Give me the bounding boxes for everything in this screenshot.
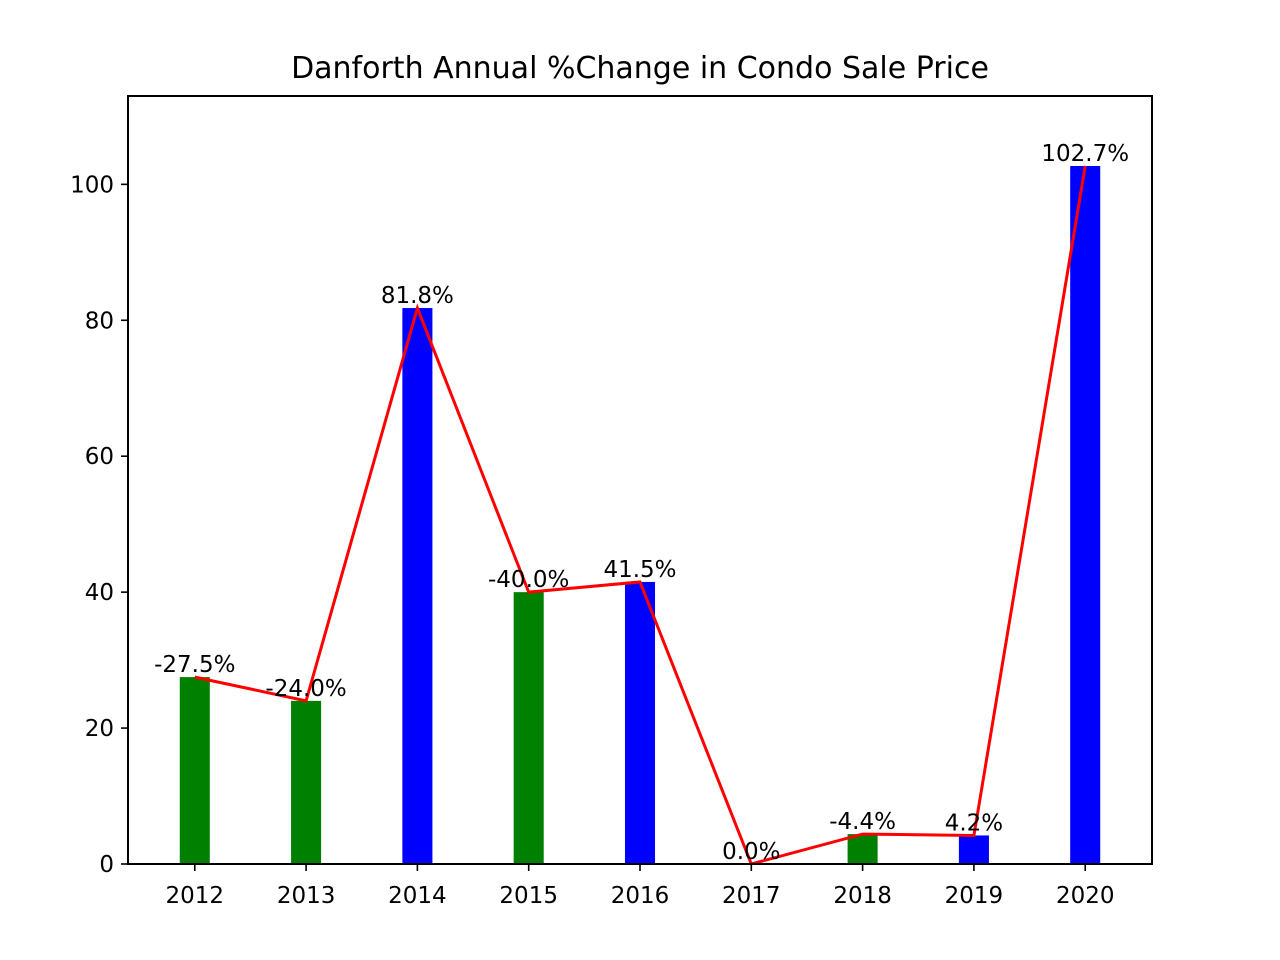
y-tick-label: 0 (99, 852, 114, 878)
x-tick-label: 2015 (499, 883, 558, 909)
data-label-2012: -27.5% (154, 652, 235, 678)
bar-2012 (179, 677, 210, 864)
bar-2015 (513, 592, 544, 864)
y-tick-label: 20 (85, 716, 114, 742)
bar-2013 (291, 700, 322, 864)
bar-2018 (847, 834, 878, 864)
bar-2016 (624, 581, 656, 864)
trend-line (194, 165, 1087, 866)
trend-line-layer (194, 165, 1087, 866)
data-labels-layer: -27.5% -24.0% 81.8% -40.0% 41.5% 0.0% -4.4% 4.2… (154, 141, 1129, 865)
bar-2020 (1070, 166, 1101, 864)
y-tick-label: 80 (85, 308, 114, 334)
x-tick-label: 2020 (1056, 883, 1115, 909)
x-tick-label: 2018 (833, 883, 892, 909)
x-tick-label: 2017 (722, 883, 781, 909)
y-tick-label: 40 (85, 580, 114, 606)
data-label-2017: 0.0% (722, 839, 780, 865)
x-tick-label: 2019 (945, 883, 1004, 909)
chart-title: Danforth Annual %Change in Condo Sale Pr… (291, 51, 989, 86)
x-tick-label: 2016 (611, 883, 670, 909)
data-label-2018: -4.4% (829, 809, 896, 835)
data-label-2015: -40.0% (488, 567, 569, 593)
x-tick-label: 2012 (166, 883, 225, 909)
x-tick-label: 2014 (388, 883, 447, 909)
bar-2019 (958, 835, 989, 864)
bar-2014 (402, 308, 433, 864)
bars-layer (179, 166, 1101, 864)
data-label-2019: 4.2% (945, 810, 1003, 836)
y-tick-label: 100 (70, 172, 114, 198)
x-tick-label: 2013 (277, 883, 336, 909)
data-label-2020: 102.7% (1041, 141, 1129, 167)
data-label-2016: 41.5% (603, 557, 676, 583)
data-label-2013: -24.0% (265, 676, 346, 702)
data-label-2014: 81.8% (381, 283, 454, 309)
y-tick-label: 60 (85, 444, 114, 470)
axes-layer: 0 20 40 60 80 100 2012 2013 2014 2015 2016 2017 2018… (70, 95, 1153, 909)
